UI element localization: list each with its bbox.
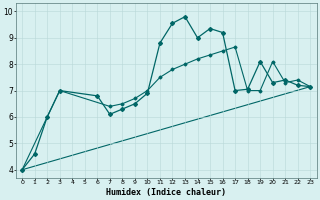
X-axis label: Humidex (Indice chaleur): Humidex (Indice chaleur) — [106, 188, 226, 197]
